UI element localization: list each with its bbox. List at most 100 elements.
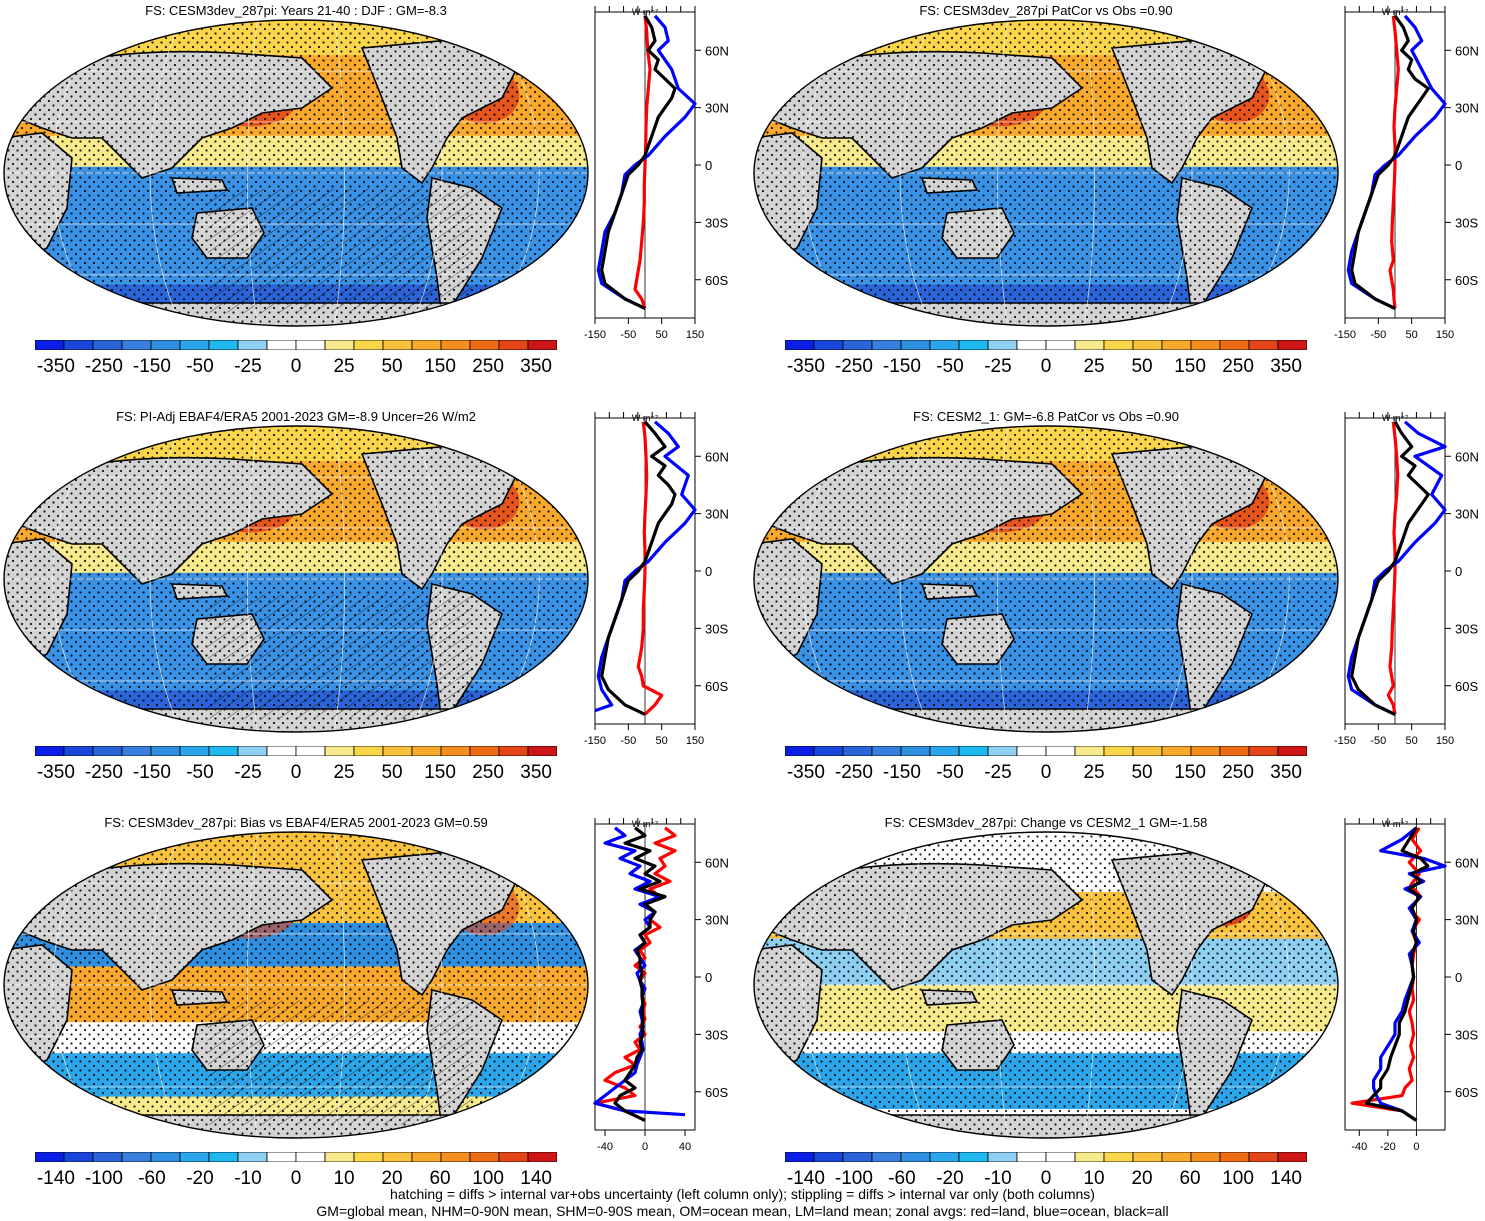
colorbar-tick-label: 250 <box>472 356 504 377</box>
lat-tick-label: 60S <box>705 273 728 288</box>
x-tick-label: 50 <box>1406 329 1418 341</box>
colorbar-tick-label: 140 <box>1270 1168 1302 1189</box>
colorbar-swatch <box>498 746 529 756</box>
colorbar <box>35 340 557 350</box>
panel-title: FS: CESM3dev_287pi: Years 21-40 : DJF : … <box>145 3 447 18</box>
colorbar-tick-label: 250 <box>1222 356 1254 377</box>
colorbar-tick-label: -100 <box>84 1168 123 1189</box>
x-tick-label: 50 <box>656 329 668 341</box>
colorbar-tick-label: -20 <box>936 1168 964 1189</box>
x-tick-label: -150 <box>1334 329 1356 341</box>
colorbar-swatch <box>121 1152 152 1162</box>
colorbar-tick-label: -50 <box>936 762 964 783</box>
colorbar-swatch <box>208 1152 239 1162</box>
colorbar-tick-label: 140 <box>520 1168 552 1189</box>
colorbar-swatch <box>324 746 355 756</box>
colorbar-tick-label: 0 <box>290 762 302 783</box>
colorbar-tick-label: 20 <box>381 1168 403 1189</box>
colorbar-tick-label: -50 <box>936 356 964 377</box>
colorbar-tick-label: 350 <box>520 762 552 783</box>
panel-title: FS: CESM3dev_287pi PatCor vs Obs =0.90 <box>919 3 1173 18</box>
lat-tick-label: 0 <box>1455 564 1462 579</box>
colorbar-tick-label: 100 <box>1222 1168 1254 1189</box>
x-tick-label: 150 <box>686 329 704 341</box>
world-map <box>3 831 589 1139</box>
colorbar-labels: -350 -250 -150 -50 -25 0 25 50 150 250 350 <box>785 762 1307 784</box>
colorbar-swatch <box>208 340 239 350</box>
lat-tick-label: 30N <box>1455 913 1479 928</box>
colorbar-tick-label: 350 <box>520 356 552 377</box>
lat-tick-label: 60S <box>705 679 728 694</box>
colorbar-swatch <box>813 340 844 350</box>
panel-title: FS: PI-Adj EBAF4/ERA5 2001-2023 GM=-8.9 … <box>116 409 476 424</box>
colorbar-swatch <box>1190 746 1221 756</box>
colorbar-tick-label: 0 <box>1040 1168 1052 1189</box>
colorbar-swatch <box>353 1152 384 1162</box>
x-tick-label: 150 <box>686 735 704 747</box>
colorbar-swatch <box>35 340 65 350</box>
x-tick-label: 40 <box>679 1141 691 1153</box>
zonal-series-line <box>1386 421 1400 715</box>
zonal-series-line <box>1350 826 1423 1122</box>
zonal-series-line <box>613 826 667 1122</box>
colorbar-swatch <box>842 340 873 350</box>
x-tick-label: -40 <box>597 1141 613 1153</box>
colorbar-swatch <box>842 746 873 756</box>
colorbar-tick-label: 25 <box>333 762 355 783</box>
lat-tick-label: 30N <box>705 913 729 928</box>
lat-tick-label: 60S <box>1455 273 1478 288</box>
world-map <box>753 425 1339 733</box>
colorbar-tick-label: 150 <box>1174 356 1206 377</box>
x-tick-label: -50 <box>620 329 636 341</box>
colorbar-swatch <box>92 1152 123 1162</box>
colorbar-swatch <box>498 340 529 350</box>
lat-tick-label: 60N <box>1455 855 1479 870</box>
panel-title: FS: CESM3dev_287pi: Bias vs EBAF4/ERA5 2… <box>104 815 488 830</box>
colorbar-swatch <box>527 1152 557 1162</box>
colorbar-tick-label: -250 <box>834 762 873 783</box>
x-tick-label: -20 <box>1380 1141 1396 1153</box>
lat-tick-label: 30S <box>1455 1027 1478 1042</box>
x-tick-label: 0 <box>642 1141 648 1153</box>
colorbar-swatch <box>295 746 326 756</box>
lat-tick-label: 60N <box>705 43 729 58</box>
x-tick-label: -40 <box>1351 1141 1367 1153</box>
colorbar-labels: -350 -250 -150 -50 -25 0 25 50 150 250 350 <box>785 356 1307 378</box>
colorbar-swatch <box>785 746 815 756</box>
zonal-series-line <box>593 826 686 1117</box>
colorbar-tick-label: -50 <box>186 356 214 377</box>
lat-tick-label: 30S <box>705 621 728 636</box>
colorbar-tick-label: -250 <box>84 356 123 377</box>
colorbar-tick-label: 10 <box>1083 1168 1105 1189</box>
colorbar-swatch <box>1045 746 1076 756</box>
colorbar-tick-label: -250 <box>834 356 873 377</box>
colorbar-tick-label: 25 <box>1083 762 1105 783</box>
colorbar-swatch <box>440 340 471 350</box>
colorbar-swatch <box>179 746 210 756</box>
units-label: W m⁻² <box>632 7 658 17</box>
colorbar-swatch <box>785 340 815 350</box>
colorbar <box>35 1152 557 1162</box>
colorbar-tick-label: 50 <box>1131 356 1153 377</box>
colorbar-swatch <box>1190 1152 1221 1162</box>
zonal-series-line <box>1350 420 1430 716</box>
colorbar-tick-label: 250 <box>1222 762 1254 783</box>
colorbar-swatch <box>1277 746 1307 756</box>
colorbar-swatch <box>237 746 268 756</box>
lat-tick-label: 30S <box>705 1027 728 1042</box>
zonal-series-line <box>1364 826 1430 1122</box>
x-tick-label: -50 <box>1370 735 1386 747</box>
x-tick-label: -50 <box>1370 329 1386 341</box>
colorbar <box>785 1152 1307 1162</box>
colorbar-swatch <box>900 746 931 756</box>
colorbar-swatch <box>63 340 94 350</box>
colorbar-tick-label: -150 <box>132 762 171 783</box>
colorbar-tick-label: 50 <box>381 356 403 377</box>
colorbar-swatch <box>785 1152 815 1162</box>
lat-tick-label: 30N <box>705 101 729 116</box>
colorbar-swatch <box>871 340 902 350</box>
colorbar-swatch <box>871 1152 902 1162</box>
colorbar-swatch <box>382 1152 413 1162</box>
colorbar-tick-label: 150 <box>424 356 456 377</box>
x-tick-label: 0 <box>1413 1141 1419 1153</box>
